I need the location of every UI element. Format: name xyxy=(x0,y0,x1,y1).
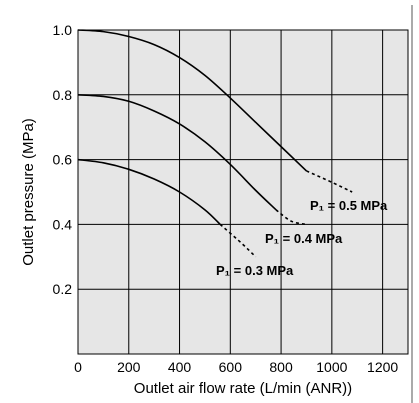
series-line-solid xyxy=(77,158,221,225)
x-axis-title: Outlet air flow rate (L/min (ANR)) xyxy=(134,380,352,397)
plot-background xyxy=(78,30,408,354)
series-annotation: P₁ = 0.4 MPa xyxy=(265,231,343,246)
series-line-solid xyxy=(77,29,308,172)
series-annotation: P₁ = 0.3 MPa xyxy=(216,263,294,278)
series-annotation: P₁ = 0.5 MPa xyxy=(310,198,388,213)
y-tick-label: 0.8 xyxy=(53,87,73,103)
y-axis-title: Outlet pressure (MPa) xyxy=(20,118,37,266)
series-line-solid xyxy=(77,94,277,211)
x-tick-label: 0 xyxy=(74,359,82,375)
x-tick-label: 600 xyxy=(219,359,243,375)
x-tick-label: 200 xyxy=(117,359,141,375)
series-line-dashed xyxy=(219,223,257,258)
y-tick-label: 1.0 xyxy=(53,22,73,38)
series-line-dashed xyxy=(275,209,307,226)
y-tick-label: 0.6 xyxy=(53,152,73,168)
y-tick-label: 0.2 xyxy=(53,281,73,297)
series-line-dashed xyxy=(306,170,353,193)
x-tick-label: 1000 xyxy=(316,359,347,375)
annotations: P₁ = 0.5 MPa P₁ = 0.4 MPa P₁ = 0.3 MPa xyxy=(216,198,388,278)
y-tick-label: 0.4 xyxy=(53,216,73,232)
x-tick-label: 800 xyxy=(269,359,293,375)
series-lines xyxy=(77,29,353,258)
plot-frame xyxy=(77,29,409,355)
x-tick-label: 1200 xyxy=(367,359,398,375)
tick-labels: 0 200 400 600 800 1000 1200 0.2 0.4 0.6 0.8 1.0 xyxy=(53,22,399,375)
x-tick-label: 400 xyxy=(168,359,192,375)
